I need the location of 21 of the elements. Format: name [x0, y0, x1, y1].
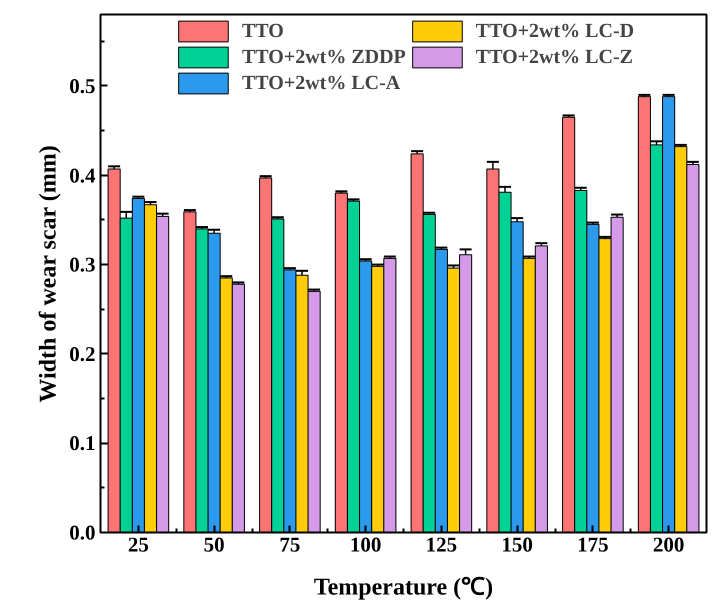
x-tick-label: 175 [577, 532, 609, 556]
legend-label: TTO+2wt% LC-A [242, 70, 400, 96]
legend-label: TTO+2wt% LC-D [476, 18, 634, 44]
y-tick-label: 0.3 [69, 252, 96, 277]
x-tick-label: 25 [128, 532, 149, 556]
x-tick-label: 50 [204, 532, 225, 556]
x-axis-title: Temperature (℃) [314, 574, 494, 600]
legend-label: TTO+2wt% LC-Z [476, 44, 633, 70]
x-tick-label: 125 [426, 532, 458, 556]
x-tick-label: 150 [501, 532, 533, 556]
y-tick-label: 0.4 [69, 163, 96, 188]
y-tick-label: 0.0 [69, 520, 96, 544]
y-axis-title: Width of wear scar (mm) [35, 145, 62, 403]
y-tick-label: 0.5 [69, 74, 96, 98]
x-tick-label: 100 [350, 532, 382, 556]
legend-label: TTO+2wt% ZDDP [242, 44, 406, 70]
y-tick-label: 0.1 [69, 431, 96, 456]
x-tick-label: 200 [652, 532, 684, 556]
legend-label: TTO [242, 18, 284, 44]
y-tick-label: 0.2 [69, 342, 96, 366]
x-tick-label: 75 [279, 532, 300, 556]
